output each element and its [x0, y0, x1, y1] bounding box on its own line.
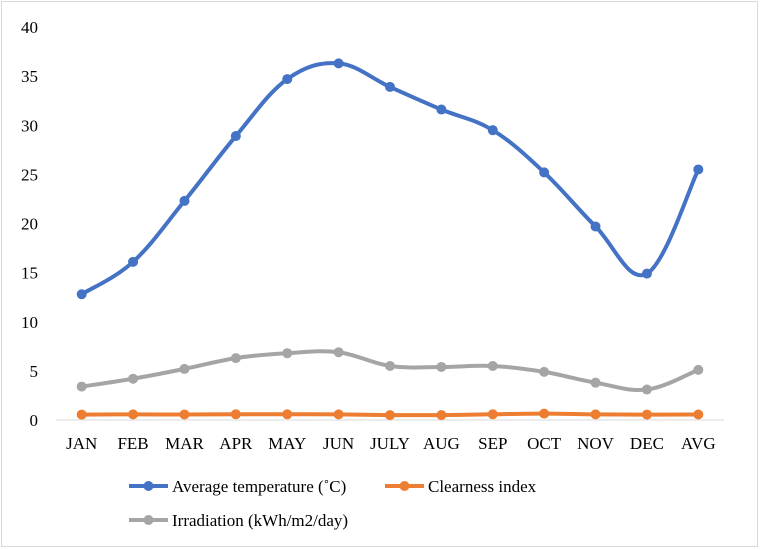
y-tick-label: 25	[21, 165, 38, 184]
data-point	[590, 221, 601, 232]
data-point	[487, 360, 498, 371]
data-point	[641, 268, 652, 279]
legend-item: Irradiation (kWh/m2/day)	[129, 511, 348, 530]
data-point	[385, 410, 395, 421]
legend-marker	[399, 481, 410, 491]
data-point	[333, 58, 344, 69]
y-axis-ticks: 0 5 10 15 20 25 30 35 40	[21, 18, 38, 430]
x-tick-label: OCT	[527, 434, 562, 453]
x-axis-ticks: JAN FEB MAR APR MAY JUN JULY AUG SEP OCT NOV DEC AVG	[66, 434, 716, 453]
data-point	[590, 409, 601, 420]
data-point	[539, 366, 550, 377]
data-point	[590, 377, 601, 388]
y-tick-label: 40	[21, 18, 38, 37]
x-tick-label: JUN	[323, 434, 354, 453]
data-point	[436, 361, 447, 372]
x-tick-label: JAN	[66, 434, 97, 453]
y-tick-label: 10	[21, 313, 38, 332]
data-point	[76, 409, 87, 420]
y-tick-label: 30	[21, 116, 38, 135]
data-point	[385, 360, 395, 371]
x-tick-label: NOV	[577, 434, 615, 453]
y-tick-label: 15	[21, 264, 38, 283]
y-tick-label: 35	[21, 67, 38, 86]
legend-item: Clearness index	[385, 477, 537, 496]
x-tick-label: AUG	[423, 434, 460, 453]
x-tick-label: DEC	[630, 434, 664, 453]
data-point	[487, 409, 498, 420]
data-point	[282, 409, 293, 420]
data-point	[282, 348, 293, 359]
x-tick-label: AVG	[681, 434, 716, 453]
data-point	[76, 381, 87, 392]
data-point	[76, 289, 87, 300]
data-point	[230, 409, 241, 420]
series	[76, 58, 704, 300]
legend-label: Clearness index	[428, 477, 537, 496]
data-point	[179, 195, 190, 206]
x-tick-label: APR	[219, 434, 253, 453]
series	[76, 347, 704, 395]
legend-marker	[143, 515, 154, 525]
legend-label: Average temperature (˚C)	[172, 477, 346, 496]
data-point	[128, 373, 139, 384]
series-layer	[76, 58, 704, 421]
data-point	[230, 131, 241, 142]
data-point	[436, 410, 447, 421]
y-tick-label: 20	[21, 215, 38, 234]
data-point	[693, 409, 704, 420]
data-point	[539, 167, 550, 178]
x-tick-label: MAR	[165, 434, 204, 453]
legend: Average temperature (˚C) Clearness index I…	[129, 477, 537, 530]
x-tick-label: JULY	[370, 434, 410, 453]
y-tick-label: 0	[30, 411, 39, 430]
data-point	[385, 81, 395, 92]
data-point	[641, 409, 652, 420]
data-point	[179, 409, 190, 420]
series-line	[79, 61, 701, 297]
x-tick-label: FEB	[117, 434, 148, 453]
data-point	[693, 364, 704, 375]
data-point	[641, 384, 652, 395]
legend-item: Average temperature (˚C)	[129, 477, 346, 496]
data-point	[282, 74, 293, 85]
data-point	[179, 363, 190, 374]
data-point	[436, 104, 447, 115]
x-tick-label: SEP	[478, 434, 507, 453]
data-point	[128, 409, 139, 420]
data-point	[333, 347, 344, 358]
data-point	[128, 256, 139, 267]
data-point	[230, 353, 241, 364]
data-point	[487, 125, 498, 136]
data-point	[693, 164, 704, 175]
y-tick-label: 5	[30, 362, 39, 381]
x-tick-label: MAY	[268, 434, 306, 453]
legend-label: Irradiation (kWh/m2/day)	[172, 511, 348, 530]
series	[76, 408, 704, 421]
data-point	[333, 409, 344, 420]
data-point	[539, 408, 550, 419]
legend-marker	[143, 481, 154, 491]
